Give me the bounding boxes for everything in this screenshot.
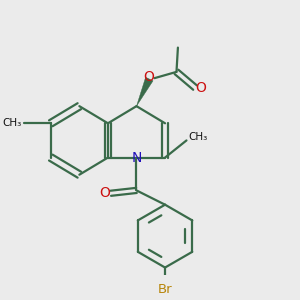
Text: CH₃: CH₃ [2,118,21,128]
Text: O: O [143,70,154,84]
Polygon shape [136,77,153,106]
Text: CH₃: CH₃ [188,132,207,142]
Text: N: N [131,151,142,165]
Text: Br: Br [158,283,172,296]
Text: O: O [195,81,206,94]
Text: O: O [99,186,110,200]
